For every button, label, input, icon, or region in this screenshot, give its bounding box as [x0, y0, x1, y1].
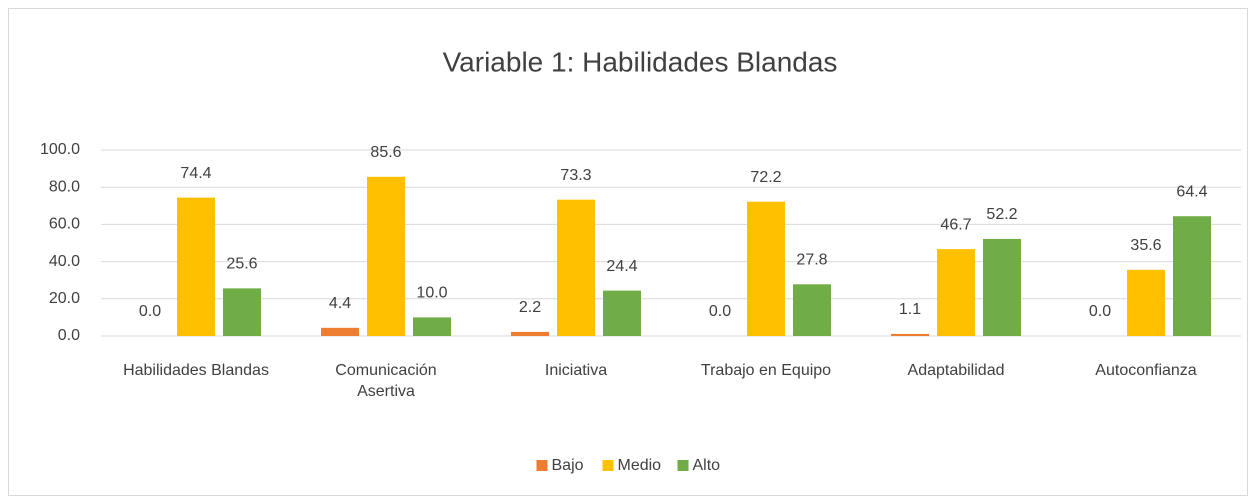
bar [793, 284, 831, 336]
data-label: 46.7 [940, 216, 971, 233]
bar [367, 176, 405, 336]
bar [937, 249, 975, 336]
legend-label: Bajo [552, 457, 584, 474]
x-tick-label: Habilidades Blandas [123, 362, 269, 379]
x-tick-label: Adaptabilidad [907, 362, 1005, 379]
legend-label: Alto [693, 457, 721, 474]
legend-swatch [602, 460, 614, 471]
y-tick-label: 20.0 [49, 290, 80, 307]
data-label: 0.0 [1089, 303, 1111, 320]
data-label: 72.2 [750, 169, 781, 186]
data-label: 2.2 [519, 299, 541, 316]
bar [413, 317, 451, 336]
bar [511, 331, 549, 336]
y-tick-label: 0.0 [58, 327, 80, 344]
bar [223, 288, 261, 336]
y-tick-label: 80.0 [49, 178, 80, 195]
y-tick-label: 40.0 [49, 253, 80, 270]
bar [747, 201, 785, 336]
data-label: 64.4 [1176, 183, 1207, 200]
data-label: 4.4 [329, 295, 351, 312]
legend-label: Medio [618, 457, 662, 474]
bar [891, 333, 929, 336]
x-tick-label: Iniciativa [544, 362, 608, 379]
bar [177, 197, 215, 336]
bar [983, 238, 1021, 336]
x-tick-label: Trabajo en Equipo [700, 362, 832, 379]
y-tick-label: 60.0 [49, 216, 80, 233]
x-tick-label: Comunicación Asertiva [335, 362, 437, 400]
data-label: 25.6 [226, 256, 257, 273]
legend-swatch [536, 460, 548, 471]
bar [1127, 269, 1165, 336]
data-label: 35.6 [1130, 237, 1161, 254]
data-label: 0.0 [139, 303, 161, 320]
y-tick-label: 100.0 [40, 141, 80, 158]
bar [1173, 216, 1211, 336]
data-label: 1.1 [899, 301, 921, 318]
data-label: 27.8 [796, 252, 827, 269]
data-label: 0.0 [709, 303, 731, 320]
data-label: 74.4 [180, 165, 211, 182]
bar [557, 199, 595, 336]
legend-swatch [677, 460, 689, 471]
x-tick-label: Autoconfianza [1095, 362, 1197, 379]
data-label: 73.3 [560, 167, 591, 184]
data-label: 10.0 [416, 285, 447, 302]
data-label: 85.6 [370, 144, 401, 161]
chart-title: Variable 1: Habilidades Blandas [443, 46, 838, 77]
data-label: 24.4 [606, 258, 637, 275]
data-label: 52.2 [986, 206, 1017, 223]
bar [321, 327, 359, 336]
bar [603, 290, 641, 336]
